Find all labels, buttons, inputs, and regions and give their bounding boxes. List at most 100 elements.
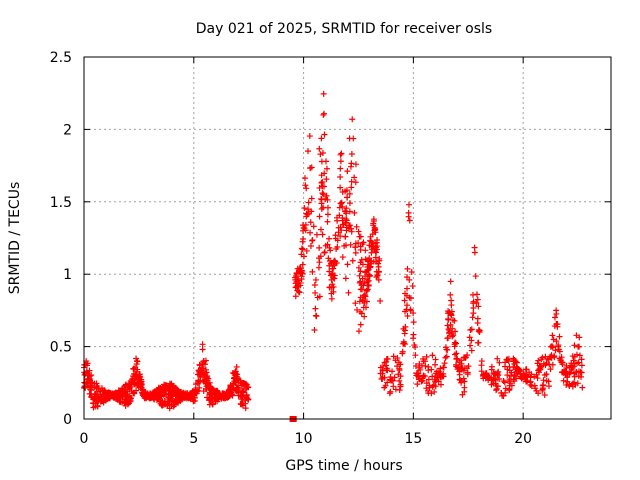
data-point — [328, 295, 335, 302]
grid-lines — [84, 57, 611, 419]
data-point — [457, 377, 464, 384]
data-point — [376, 255, 383, 262]
data-point — [441, 360, 448, 367]
data-point — [379, 375, 386, 382]
data-point — [443, 353, 450, 360]
data-point — [321, 249, 328, 256]
data-point — [316, 244, 323, 251]
data-point — [389, 368, 396, 375]
data-point — [316, 259, 323, 266]
data-point — [424, 387, 431, 394]
data-point — [374, 237, 381, 244]
data-point — [203, 385, 210, 392]
data-point — [295, 268, 302, 275]
data-point — [488, 381, 495, 388]
data-point — [342, 275, 349, 282]
data-point — [462, 355, 469, 362]
data-point — [404, 265, 411, 272]
data-point — [359, 261, 366, 268]
data-point — [375, 276, 382, 283]
data-point — [466, 334, 473, 341]
y-tick-label: 1.5 — [50, 195, 72, 211]
data-point — [416, 360, 423, 367]
data-point — [575, 359, 582, 366]
data-point — [339, 254, 346, 261]
data-point — [360, 292, 367, 299]
data-point — [302, 182, 309, 189]
data-point — [243, 392, 250, 399]
data-point — [102, 393, 109, 400]
data-point — [336, 204, 343, 211]
data-point — [320, 191, 327, 198]
data-point — [363, 304, 370, 311]
data-point — [324, 218, 331, 225]
data-point — [569, 380, 576, 387]
data-point — [319, 149, 326, 156]
data-point — [240, 387, 247, 394]
data-point — [359, 296, 366, 303]
data-point — [518, 375, 525, 382]
data-point — [127, 395, 134, 402]
data-point — [415, 370, 422, 377]
data-point — [358, 282, 365, 289]
data-point — [303, 247, 310, 254]
data-point — [452, 328, 459, 335]
data-point — [576, 334, 583, 341]
data-point — [458, 379, 465, 386]
data-point — [338, 199, 345, 206]
data-point — [196, 362, 203, 369]
data-point — [571, 373, 578, 380]
data-point — [299, 246, 306, 253]
data-point — [437, 381, 444, 388]
data-point — [408, 268, 415, 275]
data-point — [214, 398, 221, 405]
data-point — [213, 387, 220, 394]
data-point — [500, 378, 507, 385]
data-point — [345, 289, 352, 296]
data-point — [397, 373, 404, 380]
data-point — [453, 350, 460, 357]
data-point — [367, 233, 374, 240]
data-point — [347, 241, 354, 248]
data-point — [327, 247, 334, 254]
data-point — [174, 399, 181, 406]
data-point — [496, 359, 503, 366]
data-point — [321, 131, 328, 138]
data-point — [433, 370, 440, 377]
data-point — [245, 396, 252, 403]
data-point — [324, 211, 331, 218]
data-point — [344, 194, 351, 201]
data-point — [307, 229, 314, 236]
data-point — [234, 374, 241, 381]
data-point — [320, 111, 327, 118]
data-point — [179, 394, 186, 401]
data-point — [232, 368, 239, 375]
data-point — [346, 135, 353, 142]
data-point — [374, 243, 381, 250]
data-point — [318, 135, 325, 142]
data-point — [547, 366, 554, 373]
data-point — [352, 244, 359, 251]
data-point — [114, 396, 121, 403]
data-point — [425, 376, 432, 383]
data-point — [355, 228, 362, 235]
data-point — [512, 366, 519, 373]
data-point — [197, 377, 204, 384]
data-point — [448, 330, 455, 337]
data-point — [323, 165, 330, 172]
data-point — [317, 253, 324, 260]
x-axis-label: GPS time / hours — [285, 458, 402, 474]
data-point — [511, 360, 518, 367]
data-point — [404, 312, 411, 319]
data-point — [338, 150, 345, 157]
data-point — [122, 382, 129, 389]
data-point — [296, 289, 303, 296]
data-point — [362, 256, 369, 263]
y-tick-label: 1 — [63, 267, 72, 283]
data-point — [397, 361, 404, 368]
data-point — [343, 210, 350, 217]
data-point — [323, 192, 330, 199]
data-point — [549, 344, 556, 351]
data-point — [365, 282, 372, 289]
data-point — [384, 367, 391, 374]
